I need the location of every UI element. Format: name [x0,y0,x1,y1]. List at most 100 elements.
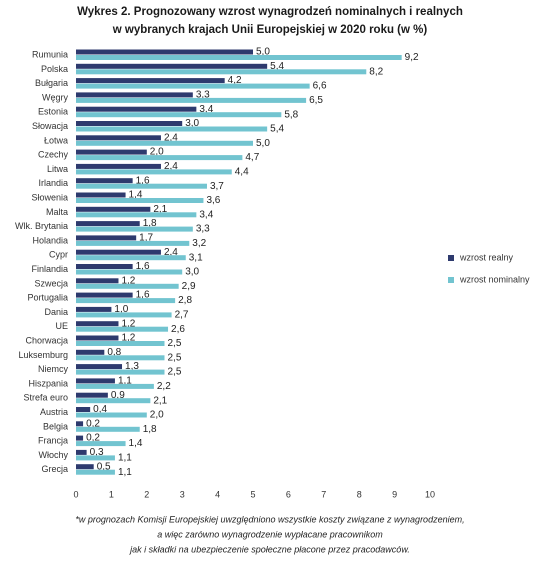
value-label: 1,8 [143,424,157,435]
value-label: 1,2 [121,275,135,286]
x-tick-label: 10 [425,489,435,499]
bar [76,321,119,327]
value-label: 5,4 [270,61,284,72]
value-label: 3,4 [199,104,213,115]
bar [76,169,232,175]
value-label: 0,3 [90,447,104,458]
value-label: 1,1 [118,467,132,478]
bar [76,192,126,198]
bar [76,469,115,475]
bar [76,206,151,212]
value-label: 1,4 [129,190,143,201]
y-tick-label: Estonia [38,107,68,117]
bar [76,198,204,203]
bar [76,355,165,361]
value-label: 2,5 [168,367,182,378]
bar [76,278,119,284]
y-tick-label: Czechy [38,150,69,160]
value-label: 1,8 [143,218,157,229]
bar [76,106,197,112]
bar [76,212,197,218]
y-tick-label: Rumunia [32,50,68,60]
value-label: 0,2 [86,418,100,429]
value-label: 0,9 [111,390,125,401]
bar [76,126,268,132]
x-tick-label: 3 [180,489,185,499]
y-tick-label: Słowacja [32,121,68,131]
y-tick-label: Holandia [32,235,68,245]
bar [76,92,193,98]
chart-title: Wykres 2. Prognozowany wzrost wynagrodze… [77,6,463,18]
legend-label: wzrost realny [459,252,514,262]
bar [76,464,94,470]
y-tick-label: Włochy [38,450,68,460]
y-tick-label: UE [55,321,68,331]
value-label: 1,6 [136,175,150,186]
bar [76,335,119,341]
y-tick-label: Łotwa [44,135,68,145]
y-tick-label: Litwa [47,164,68,174]
bar [76,69,367,75]
value-label: 3,0 [185,267,199,278]
x-tick-label: 2 [144,489,149,499]
legend-label: wzrost nominalny [459,274,530,284]
value-label: 2,7 [175,310,189,321]
bar [76,349,105,355]
value-label: 2,8 [178,295,192,306]
bar [76,135,161,141]
value-label: 6,6 [313,81,327,92]
value-label: 4,4 [235,167,249,178]
bar [76,441,126,447]
bar [76,226,193,232]
x-tick-label: 5 [250,489,255,499]
bar [76,341,165,346]
bar [76,364,123,370]
value-label: 5,0 [256,138,270,149]
y-tick-label: Bułgaria [35,78,68,88]
y-tick-label: Francja [38,436,68,446]
y-tick-label: Grecja [41,464,68,474]
value-label: 6,5 [309,95,323,106]
y-tick-label: Belgia [43,421,68,431]
value-label: 0,5 [97,461,111,472]
x-tick-label: 8 [357,489,362,499]
value-label: 3,7 [210,181,224,192]
value-label: 1,7 [139,233,153,244]
bar [76,378,115,384]
value-label: 2,6 [171,324,185,335]
x-tick-label: 6 [286,489,291,499]
bar [76,121,183,126]
value-label: 5,0 [256,47,270,58]
value-label: 0,8 [107,347,121,358]
footnote: *w prognozach Komisji Europejskiej uwzgl… [75,514,464,524]
value-label: 1,2 [121,333,135,344]
bar [76,163,161,169]
bar [76,221,140,227]
bar [76,369,165,375]
bar [76,292,133,298]
legend-swatch [448,255,454,261]
bar [76,392,108,398]
footnote: jak i składki na ubezpieczenie społeczne… [129,544,410,554]
value-label: 2,4 [164,132,178,143]
bar [76,235,137,241]
value-label: 3,4 [199,209,213,220]
bar [76,63,268,69]
y-tick-label: Szwecja [34,278,68,288]
value-label: 5,8 [284,109,298,120]
y-tick-label: Hiszpania [28,378,68,388]
bar [76,421,84,427]
x-tick-label: 0 [73,489,78,499]
value-label: 1,2 [121,318,135,329]
value-label: 2,4 [164,247,178,258]
bar [76,240,190,246]
bar [76,83,310,89]
bar [76,312,172,318]
value-label: 3,3 [196,90,210,101]
bar [76,398,151,404]
value-label: 5,4 [270,124,284,135]
value-label: 0,2 [86,433,100,444]
bar [76,407,91,412]
x-tick-label: 4 [215,489,220,499]
